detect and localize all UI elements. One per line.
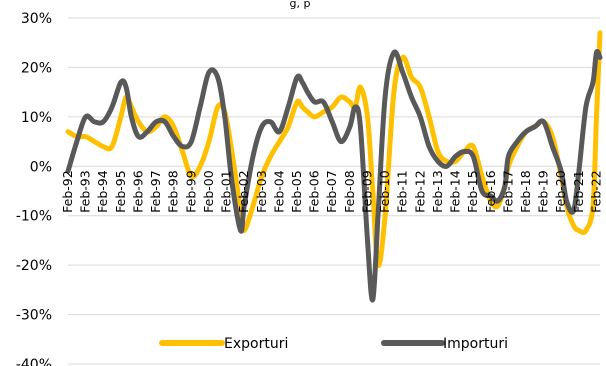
y-tick-label: -30% [16, 308, 52, 324]
x-tick-label: Feb-05 [289, 170, 304, 213]
x-tick-label: Feb-20 [553, 170, 568, 213]
x-tick-label: Feb-03 [254, 170, 269, 213]
x-tick-label: Feb-01 [219, 170, 234, 213]
x-tick-label: Feb-08 [342, 170, 357, 213]
x-tick-label: Feb-97 [148, 170, 163, 213]
x-tick-label: Feb-94 [95, 170, 110, 213]
legend: Exporturi Importuri [159, 336, 508, 352]
x-tick-label: Feb-10 [377, 170, 392, 213]
x-axis-tick-labels: Feb-92 Feb-93 Feb-94 Feb-95 Feb-96 Feb-97 Feb-… [60, 170, 604, 213]
y-tick-label: -40% [16, 357, 52, 366]
x-tick-label: Feb-12 [412, 170, 427, 213]
x-tick-label: Feb-17 [500, 170, 515, 213]
x-tick-label: Feb-93 [78, 170, 93, 213]
y-tick-label: 20% [21, 60, 52, 76]
y-axis-tick-labels: 30% 20% 10% 0% -10% -20% -30% -40% [16, 11, 52, 366]
x-tick-label: Feb-14 [448, 170, 463, 213]
x-tick-label: Feb-19 [536, 170, 551, 213]
y-tick-label: 10% [21, 110, 52, 126]
x-tick-label: Feb-02 [236, 170, 251, 213]
x-tick-label: Feb-96 [131, 170, 146, 213]
y-tick-label: 0% [30, 159, 52, 175]
series-line-importuri [65, 49, 603, 303]
legend-label-importuri: Importuri [443, 336, 508, 352]
y-tick-label: -20% [16, 258, 52, 274]
y-tick-label: -10% [16, 209, 52, 225]
x-tick-label: Feb-18 [518, 170, 533, 213]
x-tick-label: Feb-07 [324, 170, 339, 213]
x-tick-label: Feb-99 [183, 170, 198, 213]
x-tick-label: Feb-04 [271, 170, 286, 213]
x-tick-label: Feb-92 [60, 170, 75, 213]
x-tick-label: Feb-06 [307, 170, 322, 213]
legend-label-exporturi: Exporturi [224, 336, 288, 352]
series-lines [65, 30, 603, 303]
x-tick-label: Feb-09 [360, 170, 375, 213]
x-tick-label: Feb-00 [201, 170, 216, 213]
y-tick-label: 30% [21, 11, 52, 27]
x-tick-label: Feb-98 [166, 170, 181, 213]
x-tick-label: Feb-11 [395, 170, 410, 213]
x-tick-label: Feb-13 [430, 170, 445, 213]
x-tick-label: Feb-95 [113, 170, 128, 213]
gridlines [68, 17, 600, 365]
x-tick-label: Feb-16 [483, 170, 498, 213]
x-tick-label: Feb-15 [465, 170, 480, 213]
x-tick-label: Feb-21 [571, 170, 586, 213]
x-tick-label: Feb-22 [589, 170, 604, 213]
chart-title-fragment: g, p [290, 0, 311, 10]
